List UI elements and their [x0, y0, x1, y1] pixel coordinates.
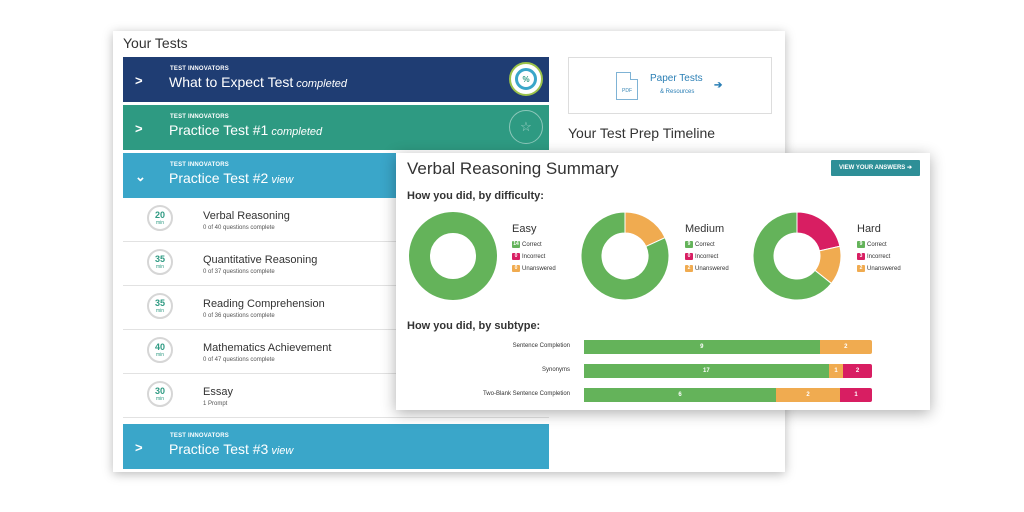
section-name: Essay: [203, 386, 233, 398]
difficulty-legend: 9 Correct 3 Incorrect 2 Unanswered: [857, 241, 901, 277]
verbal-reasoning-summary-panel: Verbal Reasoning Summary VIEW YOUR ANSWE…: [396, 153, 930, 410]
paper-tests-card[interactable]: PDF Paper Tests & Resources ➔: [568, 57, 772, 114]
by-difficulty-heading: How you did, by difficulty:: [407, 190, 544, 202]
difficulty-label: Hard: [857, 223, 881, 235]
section-progress: 0 of 40 questions complete: [203, 225, 275, 231]
difficulty-label: Easy: [512, 223, 537, 235]
test-status[interactable]: view: [271, 445, 294, 457]
subtype-row: Two-Blank Sentence Completion 6 2 1: [396, 388, 930, 402]
difficulty-label: Medium: [685, 223, 725, 235]
time-badge: 35 min: [147, 293, 173, 319]
time-badge: 40 min: [147, 337, 173, 363]
time-badge: 30 min: [147, 381, 173, 407]
view-your-answers-button[interactable]: VIEW YOUR ANSWERS ➔: [831, 160, 920, 176]
test-status: completed: [271, 126, 323, 138]
subtype-segment-correct: 17: [584, 364, 829, 378]
test-status: completed: [296, 78, 348, 90]
subtype-segment-correct: 6: [584, 388, 776, 402]
section-progress: 0 of 36 questions complete: [203, 313, 275, 319]
star-badge-icon: ☆: [509, 110, 543, 144]
by-subtype-heading: How you did, by subtype:: [407, 320, 541, 332]
difficulty-legend: 9 Correct 0 Incorrect 2 Unanswered: [685, 241, 729, 277]
donut-slice-hard-incorrect: [796, 211, 841, 252]
subtype-bar: 17 1 2: [584, 364, 872, 378]
donut-slice-medium-correct: [580, 211, 670, 301]
test-name: Practice Test #1 completed: [169, 122, 323, 138]
test-practice-1[interactable]: > TEST INNOVATORS Practice Test #1 comple…: [123, 105, 549, 150]
donut-slice-easy-correct: [409, 212, 497, 300]
section-name: Mathematics Achievement: [203, 342, 332, 354]
subtype-label: Sentence Completion: [512, 343, 570, 349]
test-what-to-expect[interactable]: > TEST INNOVATORS What to Expect Test com…: [123, 57, 549, 102]
test-name: Practice Test #2 view: [169, 170, 294, 186]
your-tests-title: Your Tests: [123, 35, 188, 51]
subtype-segment-unanswered: 2: [776, 388, 840, 402]
section-name: Reading Comprehension: [203, 298, 325, 310]
section-progress: 0 of 47 questions complete: [203, 357, 275, 363]
pdf-file-icon: PDF: [616, 72, 638, 100]
test-status[interactable]: view: [271, 174, 294, 186]
difficulty-legend: 14 Correct 0 Incorrect 0 Unanswered: [512, 241, 556, 272]
timeline-title: Your Test Prep Timeline: [568, 125, 716, 141]
arrow-right-icon: ➔: [714, 80, 723, 91]
subtype-segment-incorrect: 1: [840, 388, 872, 402]
donut-slice-hard-correct: [752, 211, 833, 301]
chevron-down-icon: ⌄: [135, 169, 146, 184]
section-progress: 1 Prompt: [203, 401, 228, 407]
subtype-segment-correct: 9: [584, 340, 820, 354]
test-vendor: TEST INNOVATORS: [170, 114, 230, 120]
subtype-label: Two-Blank Sentence Completion: [482, 391, 570, 397]
badge-logo-icon: %: [509, 62, 543, 96]
test-practice-3[interactable]: > TEST INNOVATORS Practice Test #3 view: [123, 424, 549, 469]
subtype-row: Sentence Completion 9 2: [396, 340, 930, 354]
test-vendor: TEST INNOVATORS: [170, 162, 230, 168]
section-name: Verbal Reasoning: [203, 210, 290, 222]
test-name: Practice Test #3 view: [169, 441, 294, 457]
test-vendor: TEST INNOVATORS: [170, 66, 230, 72]
section-progress: 0 of 37 questions complete: [203, 269, 275, 275]
chevron-right-icon: >: [135, 440, 143, 455]
subtype-label: Synonyms: [541, 367, 570, 373]
summary-title: Verbal Reasoning Summary: [407, 159, 619, 178]
paper-tests-subtitle: & Resources: [660, 89, 695, 95]
subtype-segment-incorrect: 2: [843, 364, 872, 378]
paper-tests-title: Paper Tests: [650, 73, 703, 84]
subtype-row: Synonyms 17 1 2: [396, 364, 930, 378]
difficulty-donut-charts: [409, 211, 842, 301]
time-badge: 20 min: [147, 205, 173, 231]
chevron-right-icon: >: [135, 121, 143, 136]
subtype-segment-unanswered: 2: [819, 340, 872, 354]
subtype-segment-unanswered: 1: [828, 364, 844, 378]
time-badge: 35 min: [147, 249, 173, 275]
chevron-right-icon: >: [135, 73, 143, 88]
test-vendor: TEST INNOVATORS: [170, 433, 230, 439]
section-name: Quantitative Reasoning: [203, 254, 318, 266]
test-name: What to Expect Test completed: [169, 74, 348, 90]
